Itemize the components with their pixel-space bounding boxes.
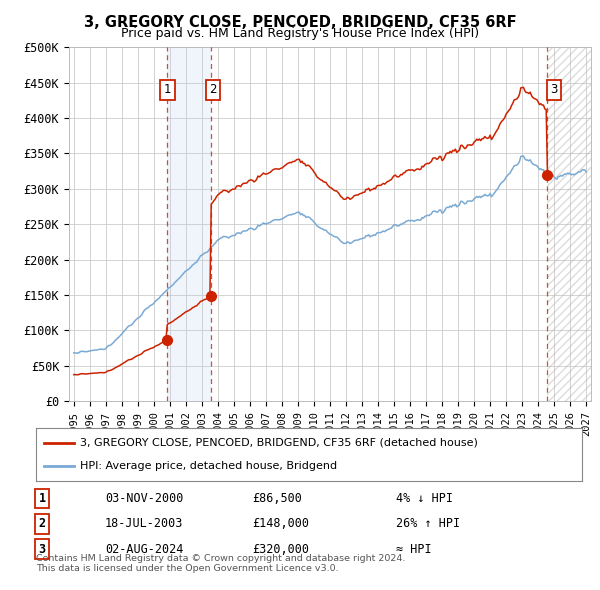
Text: 3: 3 [550, 83, 557, 96]
Text: 2: 2 [209, 83, 217, 96]
Text: ≈ HPI: ≈ HPI [396, 543, 431, 556]
Text: 03-NOV-2000: 03-NOV-2000 [105, 492, 184, 505]
Text: 2: 2 [38, 517, 46, 530]
Text: 3, GREGORY CLOSE, PENCOED, BRIDGEND, CF35 6RF (detached house): 3, GREGORY CLOSE, PENCOED, BRIDGEND, CF3… [80, 438, 478, 448]
Text: 1: 1 [164, 83, 171, 96]
Text: £148,000: £148,000 [252, 517, 309, 530]
Text: 18-JUL-2003: 18-JUL-2003 [105, 517, 184, 530]
Text: £86,500: £86,500 [252, 492, 302, 505]
Text: Price paid vs. HM Land Registry's House Price Index (HPI): Price paid vs. HM Land Registry's House … [121, 27, 479, 40]
Bar [547, 47, 600, 401]
Text: HPI: Average price, detached house, Bridgend: HPI: Average price, detached house, Brid… [80, 461, 337, 471]
Text: 02-AUG-2024: 02-AUG-2024 [105, 543, 184, 556]
Text: Contains HM Land Registry data © Crown copyright and database right 2024.
This d: Contains HM Land Registry data © Crown c… [36, 554, 406, 573]
Text: £320,000: £320,000 [252, 543, 309, 556]
Text: 3: 3 [38, 543, 46, 556]
Text: 3, GREGORY CLOSE, PENCOED, BRIDGEND, CF35 6RF: 3, GREGORY CLOSE, PENCOED, BRIDGEND, CF3… [83, 15, 517, 30]
Text: 26% ↑ HPI: 26% ↑ HPI [396, 517, 460, 530]
Text: 4% ↓ HPI: 4% ↓ HPI [396, 492, 453, 505]
Bar [547, 47, 600, 401]
Text: 1: 1 [38, 492, 46, 505]
Bar [167, 47, 211, 401]
